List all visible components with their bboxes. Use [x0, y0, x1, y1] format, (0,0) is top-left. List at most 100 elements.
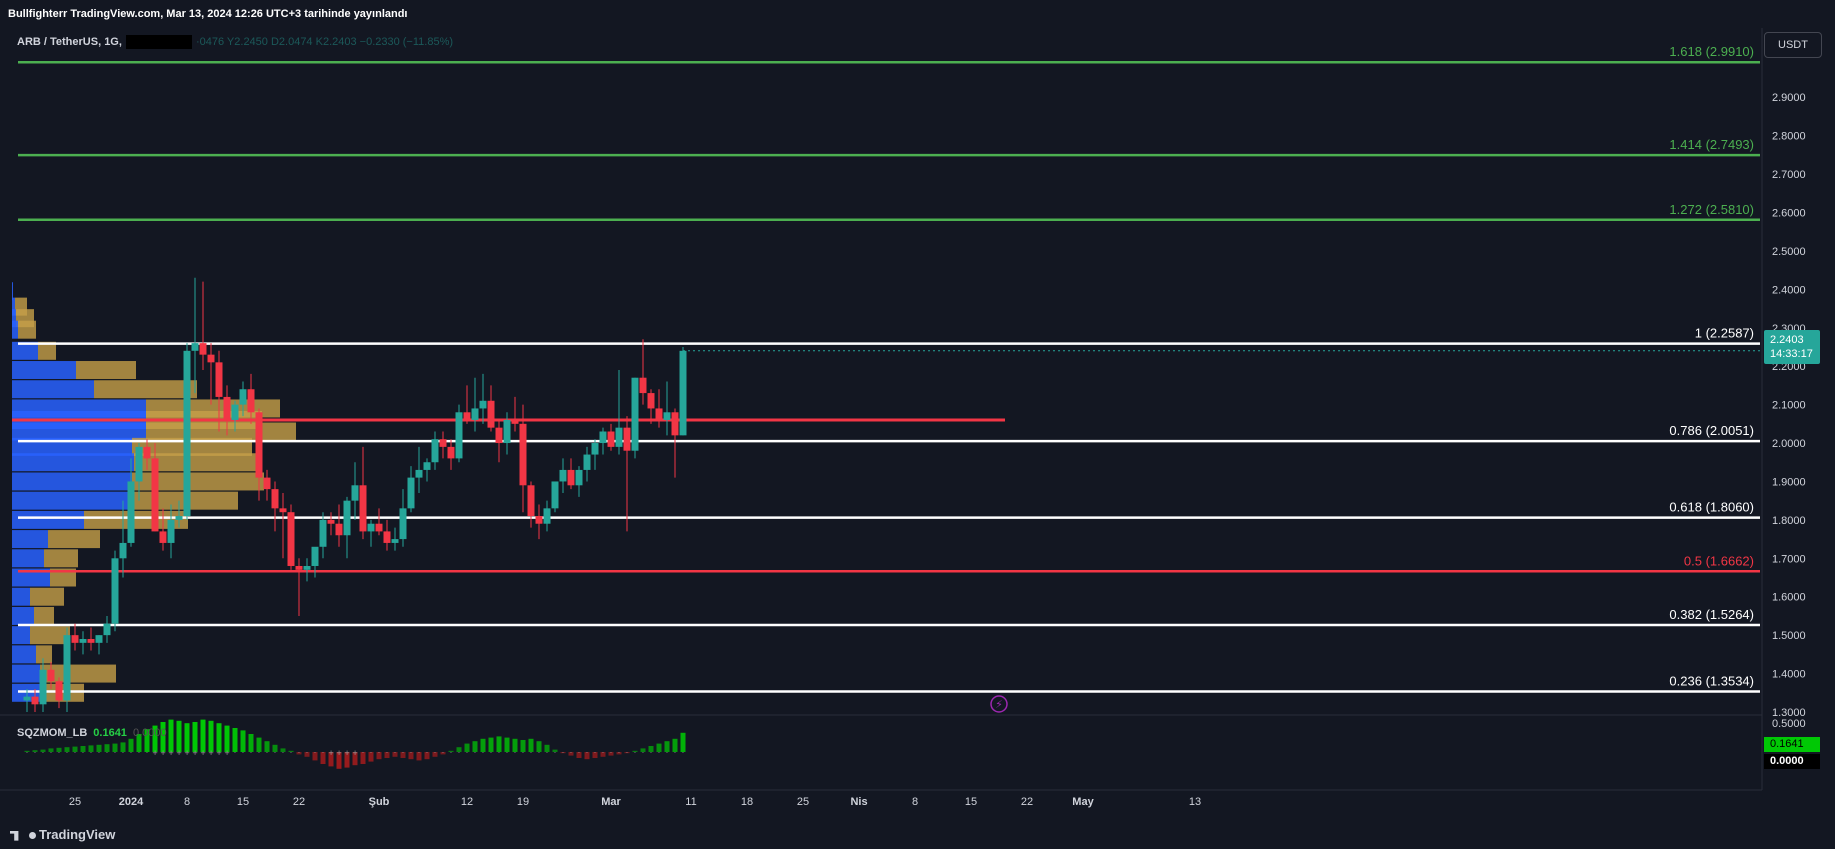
price-tick-label: 2.9000	[1772, 92, 1806, 104]
candle-body	[183, 350, 191, 517]
squeeze-dot: ·	[146, 749, 148, 757]
indicator-zero-badge: 0.0000	[1764, 754, 1820, 769]
time-tick-label: 11	[685, 796, 696, 808]
momentum-bar	[352, 752, 358, 766]
squeeze-dot: ·	[626, 749, 628, 757]
momentum-bar	[512, 738, 518, 752]
fib-level-label: 0.382 (1.5264)	[1669, 607, 1754, 622]
squeeze-dot: +	[200, 749, 206, 757]
fib-level-label: 1.272 (2.5810)	[1669, 202, 1754, 217]
candle-body	[207, 354, 215, 363]
candle-body	[495, 427, 503, 444]
volume-profile-down	[128, 491, 238, 510]
squeeze-dot: ·	[98, 749, 100, 757]
price-tick-label: 1.5000	[1772, 630, 1806, 642]
momentum-bar	[592, 752, 598, 758]
momentum-bar	[680, 732, 686, 752]
price-tick-label: 2.6000	[1772, 207, 1806, 219]
lightning-glyph: ⚡	[995, 698, 1003, 711]
squeeze-dot: ·	[650, 749, 652, 757]
momentum-bar	[24, 750, 30, 752]
candle-body	[79, 638, 87, 643]
momentum-bar	[56, 747, 62, 752]
squeeze-dot: ·	[274, 749, 276, 757]
time-tick-label: 18	[741, 796, 753, 808]
squeeze-dot: ·	[74, 749, 76, 757]
volume-profile-up	[12, 380, 94, 399]
momentum-bar	[608, 752, 614, 756]
squeeze-dot: ·	[250, 749, 252, 757]
momentum-bar	[192, 722, 198, 752]
volume-profile-up	[12, 568, 50, 587]
momentum-bar	[144, 729, 150, 752]
momentum-bar	[400, 752, 406, 758]
momentum-bar	[440, 752, 446, 755]
momentum-bar	[544, 744, 550, 752]
squeeze-dot: ·	[138, 749, 140, 757]
volume-profile-down	[132, 437, 252, 456]
momentum-bar	[640, 748, 646, 752]
price-tick-label: 1.9000	[1772, 476, 1806, 488]
candle-body	[663, 412, 671, 420]
candle-body	[503, 419, 511, 444]
squeeze-dot: ·	[90, 749, 92, 757]
candle-body	[535, 516, 543, 524]
squeeze-dot: ·	[490, 749, 492, 757]
tradingview-logo[interactable]: TradingView	[10, 827, 115, 842]
footer: TradingView	[0, 819, 1835, 849]
momentum-bar	[376, 752, 382, 760]
momentum-bar	[584, 752, 590, 760]
time-tick-label: Mar	[601, 796, 621, 808]
squeeze-dot: +	[344, 749, 350, 757]
candle-body	[95, 635, 103, 643]
momentum-bar	[96, 744, 102, 752]
volume-profile-up	[12, 309, 16, 328]
momentum-bar	[464, 743, 470, 752]
time-tick-label: 8	[912, 796, 918, 808]
fib-level-label: 1.414 (2.7493)	[1669, 137, 1754, 152]
last-price-value: 2.2403	[1770, 334, 1804, 346]
volume-profile-up	[12, 510, 84, 529]
squeeze-dot: ·	[450, 749, 452, 757]
candle-body	[527, 485, 535, 517]
indicator-legend[interactable]: SQZMOM_LB 0.1641 0.0000	[17, 727, 167, 739]
volume-profile-down	[44, 549, 78, 568]
volume-profile-down	[48, 530, 100, 549]
momentum-bar	[200, 719, 206, 752]
momentum-bar	[128, 738, 134, 752]
symbol-legend[interactable]: ARB / TetherUS, 1G, ·0476 Y2.2450 D2.0474…	[17, 35, 453, 49]
candle-body	[71, 635, 79, 643]
momentum-bar	[328, 752, 334, 767]
time-tick-label: 19	[517, 796, 529, 808]
fib-level-label: 0.786 (2.0051)	[1669, 423, 1754, 438]
squeeze-dot: +	[328, 749, 334, 757]
volume-profile-up	[12, 645, 36, 664]
candle-body	[327, 519, 335, 524]
volume-profile-down	[132, 472, 264, 491]
volume-profile-up	[12, 664, 40, 683]
momentum-bar	[152, 725, 158, 752]
squeeze-dot: ·	[426, 749, 428, 757]
volume-profile-up	[12, 587, 30, 606]
candle-body	[383, 531, 391, 543]
volume-profile-down	[134, 453, 260, 472]
momentum-bar	[344, 752, 350, 768]
momentum-bar	[528, 738, 534, 752]
momentum-bar	[576, 752, 582, 758]
momentum-bar	[104, 744, 110, 752]
price-tick-label: 2.4000	[1772, 284, 1806, 296]
squeeze-dot: ·	[570, 749, 572, 757]
squeeze-dot: +	[224, 749, 230, 757]
momentum-bar	[600, 752, 606, 757]
momentum-bar	[416, 752, 422, 761]
momentum-bar	[472, 741, 478, 752]
candle-body	[47, 669, 55, 682]
momentum-bar	[288, 750, 294, 752]
time-tick-label: 2024	[119, 796, 144, 808]
candle-body	[215, 362, 223, 397]
momentum-bar	[264, 741, 270, 752]
currency-button[interactable]: USDT	[1764, 32, 1822, 58]
candle-body	[623, 427, 631, 451]
time-tick-label: 13	[1189, 796, 1201, 808]
